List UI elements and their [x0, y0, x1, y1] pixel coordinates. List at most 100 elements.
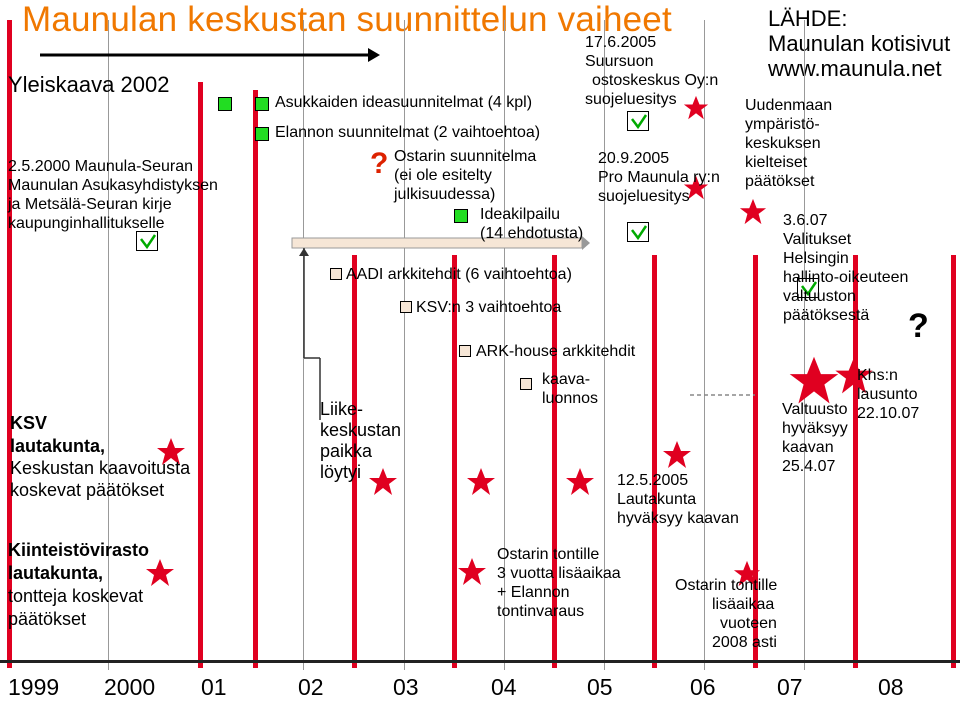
beige-square-marker [520, 378, 532, 390]
red-star-icon [157, 438, 185, 465]
tontti2-line-4: 2008 asti [712, 634, 777, 651]
promaunula-date: 20.9.2005 [598, 150, 670, 167]
tontti1-line-4: tontinvaraus [497, 603, 585, 620]
valitukset-line-6: päätöksestä [783, 307, 870, 324]
year-label: 08 [878, 674, 904, 700]
ksv-line-1: lautakunta, [10, 436, 106, 456]
ostarin-line-3: julkisuudessa) [394, 186, 496, 203]
liike-arrow-head [299, 248, 309, 256]
green-square-marker [255, 97, 269, 111]
valitukset-line-3: Helsingin [783, 250, 849, 267]
ideakilpailu-line-1: Ideakilpailu [480, 206, 561, 223]
liike-line-1: Liike- [320, 399, 364, 419]
timeline-line-1999 [7, 20, 12, 668]
khs-line-2: lausunto [857, 386, 918, 403]
ideakilpailu-line-2: (14 ehdotusta) [480, 225, 584, 242]
year-label: 1999 [8, 674, 60, 700]
grid-line [704, 20, 705, 670]
ostarin-line-2: (ei ole esitelty [394, 167, 492, 184]
year-label: 07 [777, 674, 803, 700]
asukkaiden-label: Asukkaiden ideasuunnitelmat (4 kpl) [275, 94, 533, 111]
timeline-line-02 [352, 255, 357, 668]
uudenmaan-line-1: Uudenmaan [745, 97, 833, 114]
timeline-line-08 [951, 255, 956, 668]
timeline-line-04 [552, 255, 557, 668]
tontti1-line-2: 3 vuotta lisäaikaa [497, 565, 621, 582]
red-star-icon [739, 198, 767, 225]
ostarin-line-1: Ostarin suunnitelma [394, 148, 537, 165]
source-url: www.maunula.net [768, 56, 942, 81]
green-square-marker [218, 97, 232, 111]
red-star-icon [369, 468, 397, 495]
kaava-line-1: kaava- [542, 371, 591, 388]
timeline-line-06 [753, 255, 758, 668]
red-star-icon [683, 95, 709, 120]
red-star-icon [683, 175, 709, 200]
khs-line-1: Khs:n [857, 367, 898, 384]
checkbox-icon [136, 231, 158, 251]
valitukset-line-5: valtuuston [783, 288, 856, 305]
promaunula-line-3: suojeluesitys [598, 188, 690, 205]
red-star-icon [733, 560, 761, 587]
tontti2-line-1: Ostarin tontille [675, 577, 778, 594]
letter-line-1: 2.5.2000 Maunula-Seuran [8, 158, 194, 175]
liike-line-3: paikka [320, 441, 373, 461]
timeline-line-2000 [198, 82, 203, 668]
grid-line [108, 20, 109, 670]
suursuon-line-3: ostoskeskus Oy:n [592, 72, 719, 89]
ksv-lautakunta: lautakunta, [10, 436, 106, 456]
valtuusto-line-3: kaavan [782, 439, 834, 456]
kiint-line-3: päätökset [8, 609, 87, 629]
question-mark: ? [370, 147, 389, 180]
uudenmaan-line-2: ympäristö- [745, 116, 820, 133]
elannon-label: Elannon suunnitelmat (2 vaihtoehtoa) [275, 124, 541, 141]
green-square-marker [454, 209, 468, 223]
letter-line-3: ja Metsälä-Seuran kirje [8, 196, 172, 213]
red-star-icon [835, 357, 873, 394]
year-label: 01 [201, 674, 227, 700]
liike-line-4: löytyi [320, 462, 362, 482]
source-site-name: Maunulan kotisivut [768, 31, 951, 56]
tontti2-line-3: vuoteen [720, 615, 777, 632]
red-star-icon [789, 356, 839, 404]
valtuusto-line-4: 25.4.07 [782, 458, 836, 475]
lautakunta-date: 12.5.2005 [617, 472, 689, 489]
promaunula-line-2: Pro Maunula ry:n [598, 169, 720, 186]
ksv3-label: KSV:n 3 vaihtoehtoa [416, 299, 562, 316]
grid-line [504, 20, 505, 670]
grid-line [404, 20, 405, 670]
suursuon-line-2: Suursuon [585, 53, 654, 70]
valitukset-date: 3.6.07 [783, 212, 828, 229]
question-mark-right: ? [908, 307, 929, 345]
timeline-axis [0, 660, 960, 663]
kaava-line-2: luonnos [542, 390, 599, 407]
yleiskaava-label: Yleiskaava 2002 [8, 72, 170, 97]
checkbox-icon [627, 222, 649, 242]
kiint-line-2: tontteja koskevat [8, 586, 144, 606]
letter-line-2: Maunulan Asukasyhdistyksen [8, 177, 218, 194]
beige-square-marker [459, 345, 471, 357]
arkhouse-label: ARK-house arkkitehdit [476, 343, 636, 360]
grid-line [804, 20, 805, 670]
year-label: 04 [491, 674, 517, 700]
beige-square-marker [330, 268, 342, 280]
uudenmaan-line-5: päätökset [745, 173, 815, 190]
source-label: LÄHDE: [768, 6, 848, 31]
beige-square-marker [400, 301, 412, 313]
valtuusto-line-1: Valtuusto [782, 401, 848, 418]
red-star-icon [146, 559, 174, 586]
red-star-icon [566, 468, 594, 495]
top-arrow-head [368, 48, 380, 62]
ksv-heading: KSV [10, 413, 48, 433]
page-title: Maunulan keskustan suunnittelun vaiheet [22, 0, 672, 39]
uudenmaan-line-4: kielteiset [745, 154, 808, 171]
suursuon-line-4: suojeluesitys [585, 91, 677, 108]
valitukset-line-2: Valitukset [783, 231, 852, 248]
timeline-line-07 [853, 255, 858, 668]
year-label: 05 [587, 674, 613, 700]
khs-line-3: 22.10.07 [857, 405, 920, 422]
grid-line [604, 20, 605, 670]
ksv-line-3: koskevat päätökset [10, 480, 165, 500]
ksv-line-2: Keskustan kaavoitusta [10, 458, 191, 478]
